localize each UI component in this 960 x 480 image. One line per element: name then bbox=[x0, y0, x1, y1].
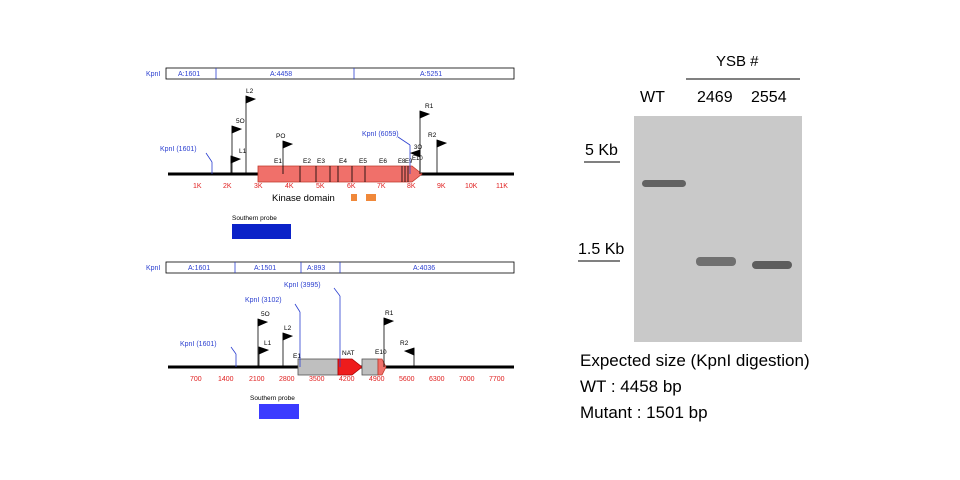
mut-tick-1400: 1400 bbox=[218, 376, 234, 383]
mut-tick-700: 700 bbox=[190, 376, 202, 383]
wt-primer-3o: 3O bbox=[414, 145, 422, 151]
mut-exon-e1: E1 bbox=[293, 353, 301, 360]
lane-2554-label: 2554 bbox=[751, 89, 787, 106]
mut-primer-r2: R2 bbox=[400, 340, 409, 347]
mut-exon-e10: E10 bbox=[375, 349, 387, 356]
mut-tick-2800: 2800 bbox=[279, 376, 295, 383]
mut-kpn-left-label: KpnI (1601) bbox=[180, 341, 217, 348]
mut-fragment-1: A:1601 bbox=[188, 265, 210, 272]
wt-exon-e10: E10 bbox=[412, 156, 423, 162]
mut-e10-arrow bbox=[377, 358, 387, 376]
wt-exon-e3: E3 bbox=[317, 158, 325, 165]
wt-kpn-left-label: KpnI (1601) bbox=[160, 146, 197, 153]
wt-tick-8k: 8K bbox=[407, 183, 416, 190]
caption-line-2: WT : 4458 bp bbox=[580, 377, 682, 396]
marker-5kb-label: 5 Kb bbox=[585, 142, 618, 159]
wt-fragment-bar bbox=[165, 67, 515, 80]
mut-enzyme-label: KpnI bbox=[146, 265, 160, 272]
wt-fragment-1: A:1601 bbox=[178, 71, 200, 78]
wt-gene-arrow bbox=[257, 165, 423, 183]
lane-wt-label: WT bbox=[640, 89, 665, 106]
mut-probe-label: Southern probe bbox=[250, 395, 295, 402]
wt-exon-e1: E1 bbox=[274, 158, 282, 165]
mut-tick-7000: 7000 bbox=[459, 376, 475, 383]
wt-primer-po: PO bbox=[276, 133, 285, 140]
wt-probe-label: Southern probe bbox=[232, 215, 277, 222]
wt-exon-e6: E6 bbox=[379, 158, 387, 165]
mut-primer-l1: L1 bbox=[264, 340, 272, 347]
wt-tick-4k: 4K bbox=[285, 183, 294, 190]
band-2469 bbox=[696, 257, 736, 266]
wt-southern-probe bbox=[232, 224, 291, 239]
wt-kinase-block-2 bbox=[366, 194, 376, 201]
mut-tick-6300: 6300 bbox=[429, 376, 445, 383]
wt-exon-e2: E2 bbox=[303, 158, 311, 165]
wt-kpn-right-label: KpnI (6059) bbox=[362, 131, 399, 138]
mut-nat-label: NAT bbox=[342, 350, 355, 357]
mut-fragment-2: A:1501 bbox=[254, 265, 276, 272]
wt-tick-11k: 11K bbox=[496, 183, 508, 190]
wt-tick-7k: 7K bbox=[377, 183, 386, 190]
wt-kinase-block-1 bbox=[351, 194, 357, 201]
wt-fragment-2: A:4458 bbox=[270, 71, 292, 78]
mut-primer-5o: 5O bbox=[261, 311, 270, 318]
wt-tick-3k: 3K bbox=[254, 183, 263, 190]
caption-line-3: Mutant : 1501 bp bbox=[580, 403, 708, 422]
mut-kpn-mid1-label: KpnI (3102) bbox=[245, 297, 282, 304]
wt-tick-6k: 6K bbox=[347, 183, 356, 190]
wt-primer-l1: L1 bbox=[239, 148, 247, 155]
wt-tick-1k: 1K bbox=[193, 183, 202, 190]
mut-tick-2100: 2100 bbox=[249, 376, 265, 383]
wt-exon-e4: E4 bbox=[339, 158, 347, 165]
mut-tick-7700: 7700 bbox=[489, 376, 505, 383]
wt-tick-5k: 5K bbox=[316, 183, 325, 190]
wt-primer-l2: L2 bbox=[246, 88, 254, 95]
wt-primer-r2: R2 bbox=[428, 132, 437, 139]
band-wt bbox=[642, 180, 686, 187]
mut-tick-3500: 3500 bbox=[309, 376, 325, 383]
wt-fragment-3: A:5251 bbox=[420, 71, 442, 78]
mut-kpn-mid2-label: KpnI (3995) bbox=[284, 282, 321, 289]
wt-tick-2k: 2K bbox=[223, 183, 232, 190]
mut-cassette-box bbox=[297, 358, 339, 376]
mut-tick-5600: 5600 bbox=[399, 376, 415, 383]
mutant-map: KpnI A:1601 A:1501 A:893 A:4036 NAT E1 E… bbox=[146, 261, 515, 419]
wt-enzyme-label: KpnI bbox=[146, 71, 160, 78]
wt-primer-5o: 5O bbox=[236, 118, 245, 125]
mut-southern-probe bbox=[259, 404, 299, 419]
mut-primer-r1: R1 bbox=[385, 310, 394, 317]
lane-2469-label: 2469 bbox=[697, 89, 733, 106]
caption-line-1: Expected size (KpnI digestion) bbox=[580, 351, 810, 370]
mut-primer-l2: L2 bbox=[284, 325, 292, 332]
southern-blot-image bbox=[634, 116, 802, 342]
wt-exon-e9: E9 bbox=[405, 159, 413, 165]
marker-1-5kb-label: 1.5 Kb bbox=[578, 241, 625, 258]
band-2554 bbox=[752, 261, 792, 269]
wt-kinase-label: Kinase domain bbox=[272, 193, 335, 204]
wt-exon-e8: E8 bbox=[398, 159, 406, 165]
mut-tick-4900: 4900 bbox=[369, 376, 385, 383]
wt-map: KpnI A:1601 A:4458 A:5251 E1 E2 E3 E4 E5… bbox=[146, 67, 515, 239]
mut-fragment-4: A:4036 bbox=[413, 265, 435, 272]
mut-tick-4200: 4200 bbox=[339, 376, 355, 383]
wt-primer-r1: R1 bbox=[425, 103, 434, 110]
wt-exon-e5: E5 bbox=[359, 158, 367, 165]
ysb-group-label: YSB # bbox=[716, 53, 759, 70]
mut-nat-marker bbox=[337, 358, 363, 376]
wt-tick-10k: 10K bbox=[465, 183, 478, 190]
wt-tick-9k: 9K bbox=[437, 183, 446, 190]
mut-fragment-3: A:893 bbox=[307, 265, 325, 272]
